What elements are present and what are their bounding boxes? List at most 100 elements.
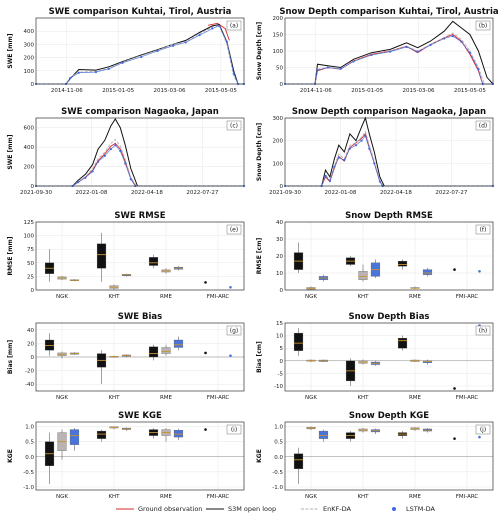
series-point-lstm — [416, 50, 419, 53]
box-open_loop — [148, 346, 159, 358]
x-tick-label: 2021-09-30 — [269, 190, 301, 196]
panel-h: Snow Depth Bias -10 -5 0 5 10 15 Bias [cm] NGK KH… — [256, 312, 494, 401]
box-open_loop — [293, 453, 304, 469]
series-point-lstm — [119, 149, 122, 153]
x-tick-label: NGK — [305, 395, 317, 401]
series-line-enkf — [36, 138, 244, 187]
series-point-lstm — [69, 76, 72, 80]
x-tick-label: 2021-09-30 — [20, 190, 52, 196]
plot-frame — [284, 322, 494, 392]
series-point-lstm — [364, 135, 367, 138]
y-tick-label: 0.5 — [274, 440, 283, 446]
y-tick-label: 30 — [276, 237, 283, 243]
x-tick-label: 2015-03-06 — [403, 88, 435, 94]
y-axis-label: KGE — [256, 449, 263, 463]
panel-label-box — [475, 224, 491, 235]
y-tick-label: 200 — [24, 165, 35, 171]
series-line-enkf — [285, 32, 493, 85]
panel-title: SWE comparison Nagaoka, Japan — [61, 107, 219, 117]
y-tick-label: 25 — [27, 274, 34, 280]
box-point-open_loop — [204, 428, 207, 431]
box-point-lstm — [478, 435, 481, 439]
panel-title: Snow Depth Bias — [349, 312, 430, 322]
x-tick-label: KHT — [357, 494, 369, 500]
plot-frame — [284, 17, 494, 85]
box-point-open_loop — [453, 387, 456, 390]
panel-label-box — [475, 424, 491, 435]
plot-frame — [35, 17, 245, 85]
panel-title: Snow Depth RMSE — [345, 211, 433, 221]
x-tick-label: FMI-ARC — [456, 395, 479, 401]
box-point-lstm — [229, 285, 232, 289]
y-tick-label: -1.0 — [23, 485, 34, 491]
y-tick-label: -0.5 — [272, 470, 283, 476]
x-tick-label: RME — [160, 494, 173, 500]
y-tick-label: 400 — [24, 29, 35, 35]
box-open_loop — [293, 332, 304, 351]
y-axis-label: Snow Depth [cm] — [256, 22, 263, 80]
y-tick-label: 40 — [276, 220, 283, 226]
series-line-open_loop — [285, 20, 494, 85]
legend-marker-lstm — [392, 507, 396, 511]
y-tick-label: 0.0 — [274, 455, 283, 461]
y-tick-label: 40 — [27, 328, 34, 334]
y-tick-label: 0 — [31, 288, 35, 294]
y-axis-label: Bias [mm] — [7, 340, 14, 375]
panel-label: (c) — [230, 123, 238, 130]
panel-c: SWE comparison Nagaoka, Japan 0 200 400 600 S… — [7, 107, 246, 196]
x-tick-label: 2015-01-05 — [351, 88, 383, 94]
panel-label-box — [226, 224, 242, 235]
plot-frame — [284, 117, 494, 187]
y-tick-label: 0 — [31, 82, 35, 88]
series-point-lstm — [337, 156, 340, 159]
box-open_loop — [148, 257, 159, 266]
x-tick-label: NGK — [56, 494, 68, 500]
box-lstm — [69, 429, 80, 445]
panel-label-box — [475, 325, 491, 336]
y-tick-label: -10 — [274, 384, 283, 390]
panel-label: (e) — [230, 227, 238, 234]
series-point-lstm — [156, 49, 159, 53]
series-point-lstm — [339, 67, 342, 70]
x-tick-label: 2022-04-18 — [380, 190, 412, 196]
legend-label: LSTM-DA — [406, 505, 436, 513]
series-line-enkf — [36, 24, 244, 85]
panel-a: SWE comparison Kuhtai, Tirol, Austria 0 10… — [7, 7, 246, 94]
y-tick-label: 0 — [31, 184, 35, 190]
panel-i: SWE KGE -1.0 -0.5 0.0 0.5 1.0 KGE NGK KHT RME FMI-… — [7, 411, 245, 500]
series-point-lstm — [360, 139, 363, 142]
y-tick-label: 50 — [27, 261, 34, 267]
series-point-lstm — [451, 35, 454, 38]
series-point-lstm — [468, 51, 471, 54]
y-tick-label: 200 — [273, 139, 284, 145]
series-point-lstm — [370, 53, 373, 57]
box-point-open_loop — [204, 281, 207, 284]
x-tick-label: NGK — [56, 395, 68, 401]
x-tick-label: NGK — [305, 294, 317, 300]
y-tick-label: 0 — [280, 288, 284, 294]
series-point-lstm — [109, 147, 112, 151]
panel-title: Snow Depth comparison Kuhtai, Tirol, Aus… — [279, 7, 499, 17]
x-tick-label: 2014-11-06 — [300, 88, 332, 94]
y-axis-label: RMSE [cm] — [256, 238, 263, 275]
panel-label: (d) — [479, 123, 488, 130]
x-tick-label: RME — [160, 395, 173, 401]
series-line-lstm — [36, 25, 244, 85]
panel-g: SWE Bias -40 -20 0 20 40 Bias [mm] NGK KHT RME FMI… — [7, 312, 245, 401]
y-tick-label: 20 — [276, 254, 283, 260]
panel-label-box — [226, 325, 242, 336]
y-tick-label: 1.0 — [274, 425, 283, 431]
series-point-lstm — [103, 154, 106, 157]
x-tick-label: RME — [409, 395, 422, 401]
series-point-lstm — [389, 50, 392, 53]
y-tick-label: 1.0 — [25, 425, 34, 431]
box-open_loop — [96, 243, 107, 269]
panel-label-box — [475, 20, 491, 31]
x-tick-label: KHT — [108, 294, 120, 300]
panel-d: Snow Depth comparison Nagaoka, Japan 0 100… — [256, 107, 495, 196]
box-point-open_loop — [453, 437, 456, 440]
series-point-lstm — [124, 162, 127, 165]
box-enkf — [358, 271, 368, 280]
series-line-open_loop — [36, 24, 244, 85]
